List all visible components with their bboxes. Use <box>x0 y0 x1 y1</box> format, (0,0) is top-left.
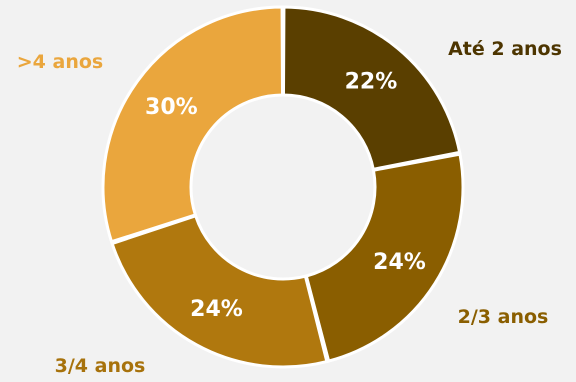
slice-category-label-3-4-anos: 3/4 anos <box>55 355 146 377</box>
slice-category-label-2-3-anos: 2/3 anos <box>458 306 549 328</box>
slice-category-labels: Até 2 anos 2/3 anos 3/4 anos >4 anos <box>17 38 562 377</box>
donut-slice-ate-2-anos <box>281 5 462 172</box>
slice-value-label-2-3-anos: 24% <box>373 250 426 275</box>
slice-value-label-ate-2-anos: 22% <box>345 70 398 95</box>
donut-slice-2-3-anos <box>304 152 465 363</box>
slice-value-label-mais-4-anos: 30% <box>145 95 198 120</box>
donut-slices <box>101 5 465 369</box>
slice-category-label-ate-2-anos: Até 2 anos <box>448 38 562 60</box>
donut-slice-3-4-anos <box>110 213 329 369</box>
slice-value-labels: 22% 24% 24% 30% <box>145 70 426 322</box>
donut-slice-mais-4-anos <box>101 5 285 244</box>
slice-value-label-3-4-anos: 24% <box>190 297 243 322</box>
slice-category-label-mais-4-anos: >4 anos <box>17 51 103 73</box>
